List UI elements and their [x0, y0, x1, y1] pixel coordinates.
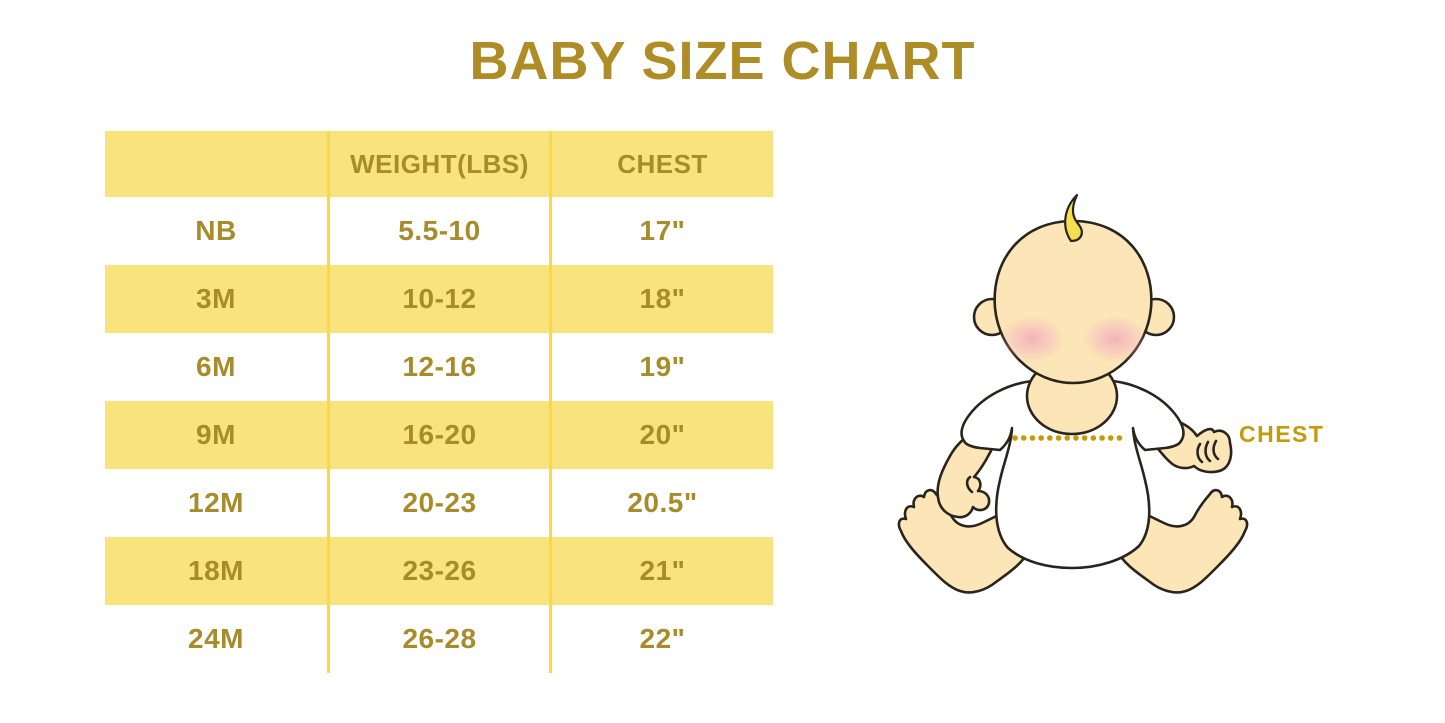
- header-chest: CHEST: [549, 131, 773, 197]
- baby-left-blush: [1000, 316, 1064, 362]
- table-row: 12M 20-23 20.5": [105, 469, 773, 537]
- chest-cell: 17": [549, 197, 773, 265]
- chest-measurement-label: CHEST: [1239, 421, 1325, 447]
- chest-cell: 18": [549, 265, 773, 333]
- weight-cell: 12-16: [327, 333, 549, 401]
- baby-illustration-svg: [897, 193, 1249, 594]
- baby-onesie: [960, 377, 1185, 570]
- weight-cell: 26-28: [327, 605, 549, 673]
- weight-cell: 23-26: [327, 537, 549, 605]
- size-cell: 6M: [196, 351, 236, 382]
- size-cell: NB: [195, 215, 237, 246]
- table-row: 6M 12-16 19": [105, 333, 773, 401]
- table-header-row: WEIGHT(LBS) CHEST: [105, 131, 773, 197]
- table-row: 9M 16-20 20": [105, 401, 773, 469]
- baby-right-fist-fingers: [1196, 439, 1220, 464]
- table-row: NB 5.5-10 17": [105, 197, 773, 265]
- chest-cell: 21": [549, 537, 773, 605]
- table-row: 24M 26-28 22": [105, 605, 773, 673]
- header-size: [105, 131, 327, 197]
- weight-cell: 10-12: [327, 265, 549, 333]
- baby-left-hand-curl: [965, 475, 974, 494]
- weight-cell: 5.5-10: [327, 197, 549, 265]
- size-table: WEIGHT(LBS) CHEST NB 5.5-10 17" 3M 10-12…: [105, 131, 773, 673]
- weight-cell: 20-23: [327, 469, 549, 537]
- baby-illustration: [878, 183, 1354, 607]
- header-weight: WEIGHT(LBS): [327, 131, 549, 197]
- table-row: 18M 23-26 21": [105, 537, 773, 605]
- table-row: 3M 10-12 18": [105, 265, 773, 333]
- size-cell: 12M: [188, 487, 244, 518]
- page-title: BABY SIZE CHART: [469, 31, 976, 91]
- chest-cell: 20.5": [549, 469, 773, 537]
- chest-cell: 20": [549, 401, 773, 469]
- weight-cell: 16-20: [327, 401, 549, 469]
- size-cell: 18M: [188, 555, 244, 586]
- chest-cell: 19": [549, 333, 773, 401]
- baby-right-blush: [1083, 316, 1147, 362]
- baby-hair-curl: [1064, 193, 1083, 243]
- size-cell: 3M: [196, 283, 236, 314]
- size-cell: 24M: [188, 623, 244, 654]
- size-cell: 9M: [196, 419, 236, 450]
- chest-cell: 22": [549, 605, 773, 673]
